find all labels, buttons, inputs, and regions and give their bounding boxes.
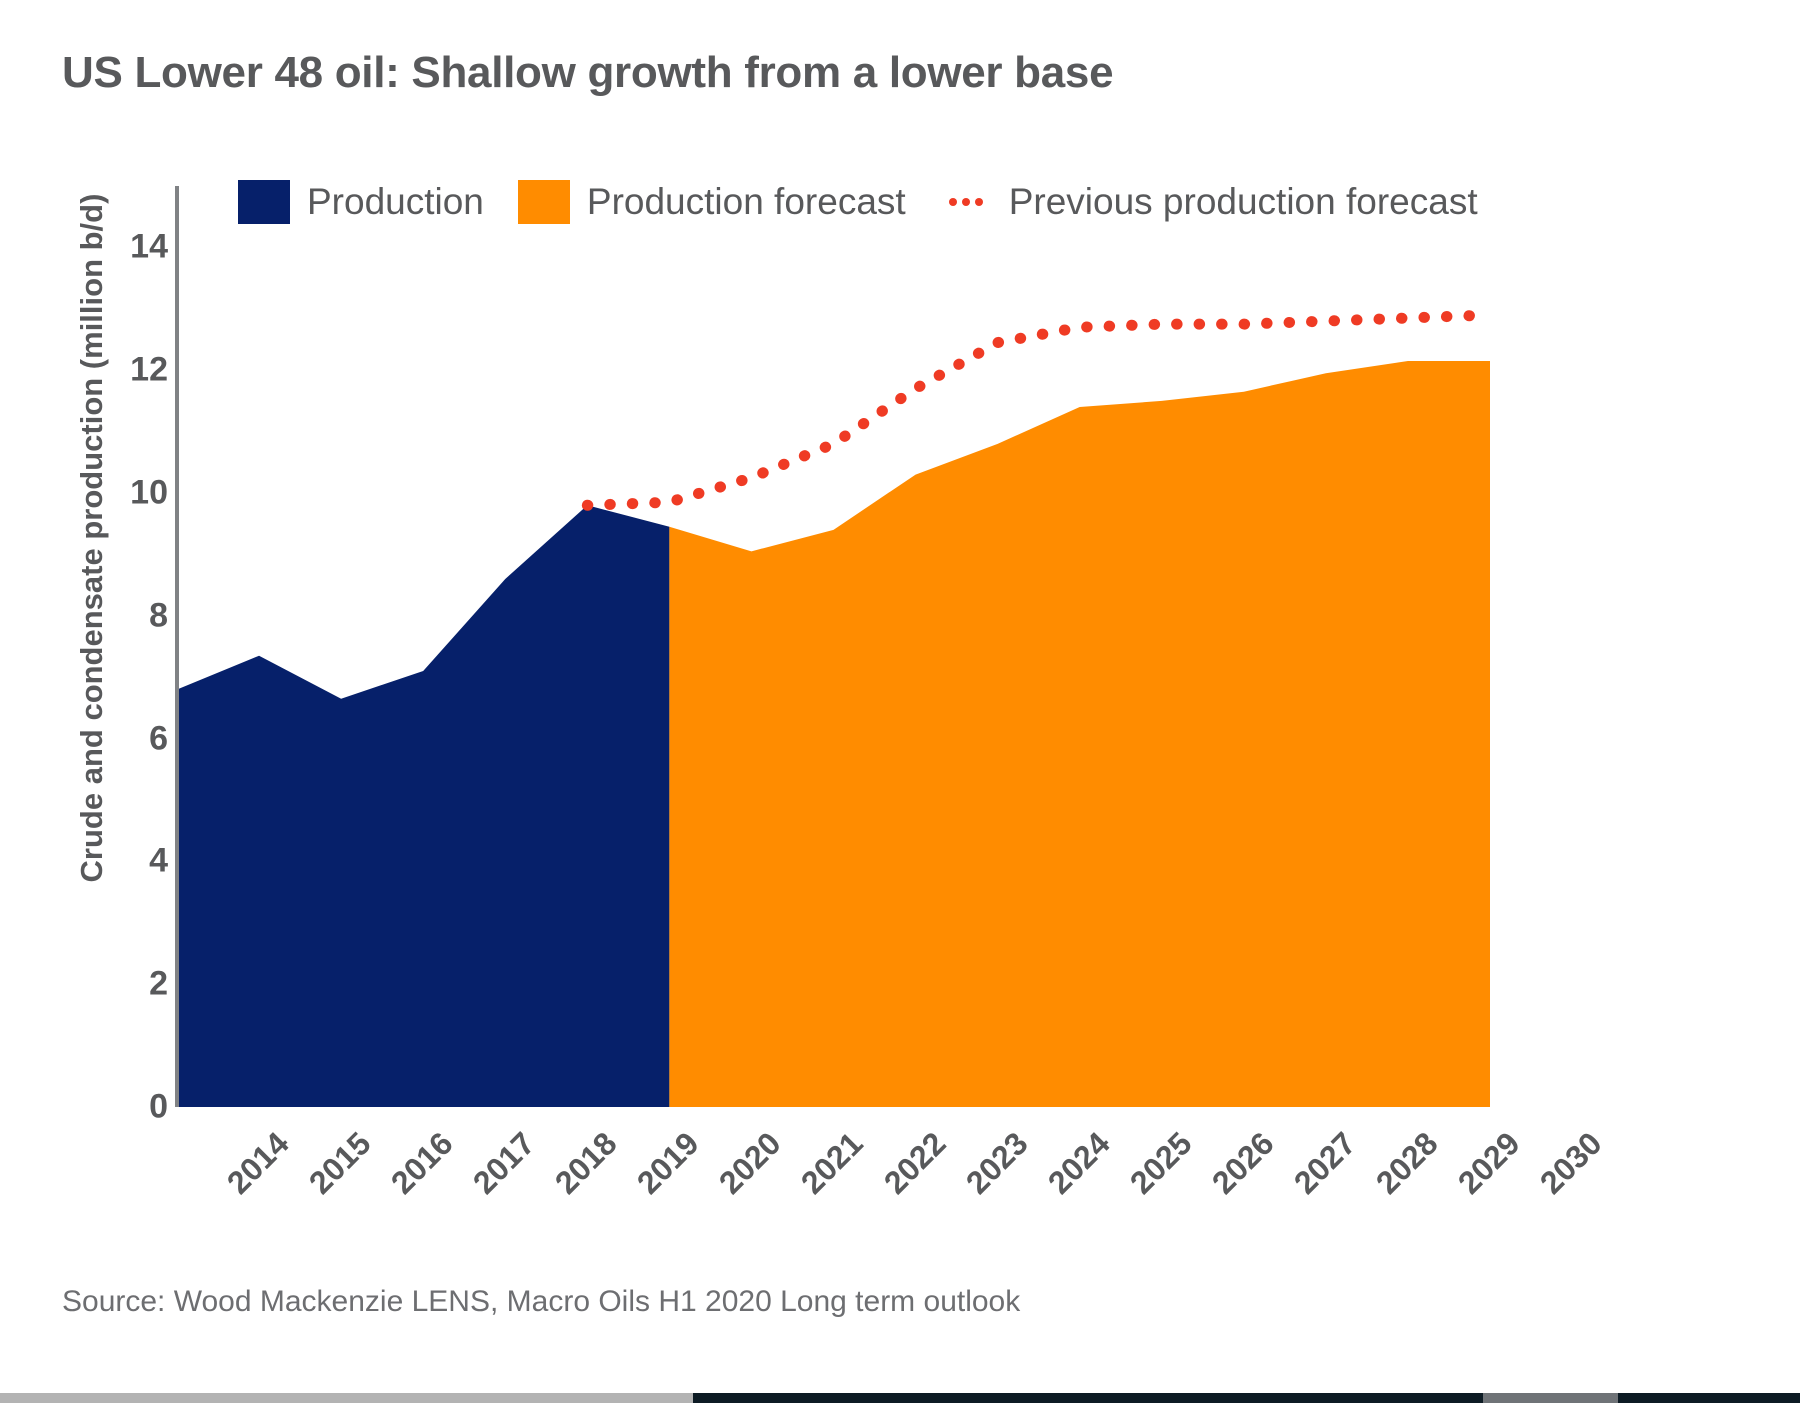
line-series-previous-production-forecast (581, 309, 1496, 511)
y-tick-label: 2 (149, 964, 168, 1003)
source-note: Source: Wood Mackenzie LENS, Macro Oils … (62, 1285, 1021, 1318)
y-axis-ticks: 0 2 4 6 8 10 12 14 (48, 0, 168, 1403)
bottom-bar-segment-mid (693, 1393, 1483, 1403)
y-tick-label: 6 (149, 719, 168, 758)
bottom-bar-segment-left (0, 1393, 693, 1403)
legend-item-previous-forecast[interactable]: Previous production forecast (940, 180, 1512, 224)
legend-swatch-production-forecast-icon (517, 180, 570, 224)
y-tick-label: 10 (130, 473, 168, 512)
area-series-production-forecast (669, 360, 1490, 1107)
legend-item-production[interactable]: Production (238, 180, 518, 224)
bottom-bar-segment-right (1618, 1393, 1800, 1403)
legend-label-previous-forecast: Previous production forecast (1008, 181, 1478, 222)
page-title: US Lower 48 oil: Shallow growth from a l… (62, 48, 1114, 97)
bottom-bar-segment-grey (1483, 1393, 1618, 1403)
chart-legend: Production Production forecast Previous … (238, 178, 1512, 226)
legend-dotted-line-icon (940, 180, 992, 224)
legend-label-production: Production (307, 181, 484, 222)
window-bottom-bar (0, 1393, 1800, 1403)
y-tick-label: 0 (149, 1087, 168, 1126)
y-tick-label: 14 (130, 227, 168, 266)
legend-swatch-production-icon (238, 180, 290, 224)
legend-item-production-forecast[interactable]: Production forecast (517, 180, 940, 224)
y-tick-label: 4 (149, 841, 168, 880)
y-tick-label: 12 (130, 350, 168, 389)
legend-label-production-forecast: Production forecast (586, 181, 906, 222)
area-series-production (177, 505, 670, 1107)
y-tick-label: 8 (149, 596, 168, 635)
